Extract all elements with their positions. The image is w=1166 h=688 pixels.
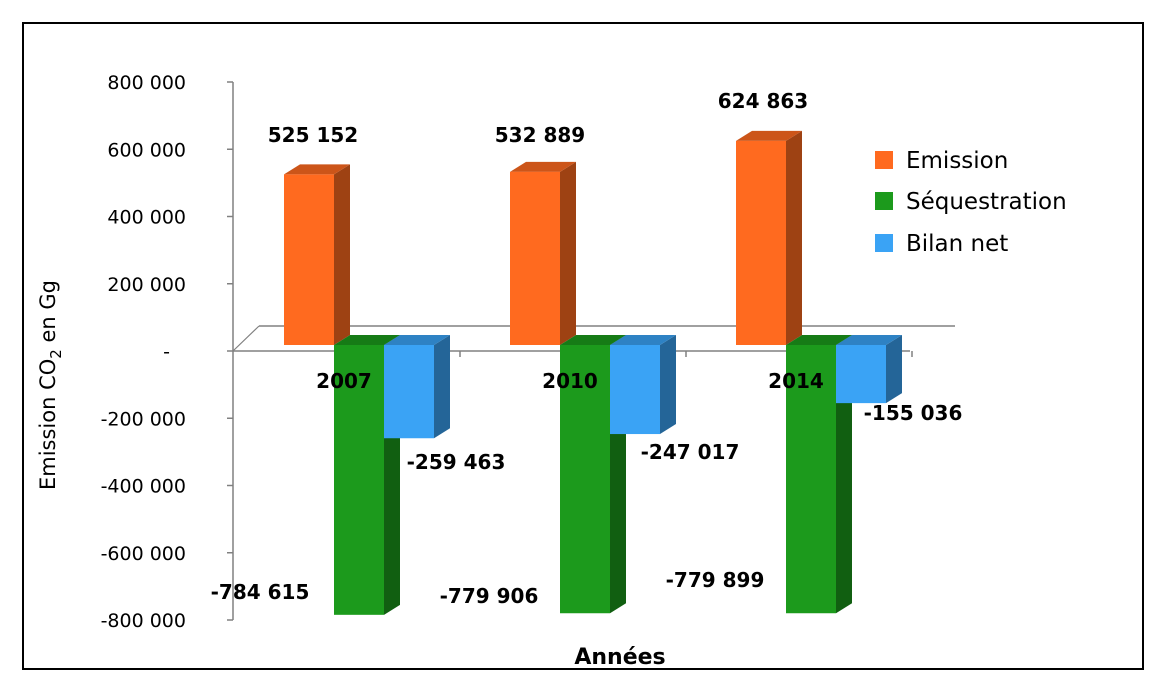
legend-swatch-bilan-net [875,234,893,252]
bar-emission-2007-side [334,164,350,345]
bar-bilan-net-2007-front [384,345,434,439]
bar-bilan-net-2014 [836,335,902,404]
y-tick-label: 200 000 [107,274,186,296]
legend-label-emission: Emission [906,148,1008,174]
bar-emission-2010-top [510,161,576,172]
y-axis-title-tail: en Gg [36,280,60,349]
x-category-label: 2014 [768,369,824,393]
y-axis-title-subscript: 2 [47,349,65,359]
data-label-emission-2010: 532 889 [495,123,585,147]
y-tick-label: -600 000 [101,543,186,565]
data-label-bilan-net-2014: -155 036 [864,401,963,425]
x-axis-title: Années [574,645,665,670]
bar-emission-2014 [736,130,802,345]
legend-label-sequestration: Séquestration [906,189,1067,215]
data-label-sequestration-2010: -779 906 [440,584,539,608]
bar-bilan-net-2010-side [660,335,676,435]
y-tick-label: 400 000 [107,207,186,229]
x-category-label: 2007 [316,369,372,393]
legend-swatch-sequestration [875,192,893,210]
x-axis-depth-line [232,325,260,352]
y-tick-label: -200 000 [101,408,186,430]
bar-emission-2007-front [284,174,334,345]
bar-bilan-net-2014-side [886,335,902,404]
bar-emission-2010-side [560,161,576,345]
bar-bilan-net-2007 [384,335,450,439]
bar-sequestration-2007-front [334,345,384,615]
legend-swatch-emission [875,151,893,169]
bar-bilan-net-2014-top [836,335,902,345]
bar-sequestration-2014 [786,335,852,614]
bar-bilan-net-2010-top [610,335,676,345]
data-labels: 2007 2010 2014 525 152 -784 615 -259 463 532 8… [211,89,963,608]
bar-bilan-net-2007-top [384,335,450,345]
bar-emission-2007-top [284,164,350,175]
bar-emission-2014-side [786,130,802,345]
bar-emission-2014-top [736,130,802,141]
y-tick-label: - [163,341,170,363]
bar-sequestration-2007-top [334,335,400,345]
bar-sequestration-2014-top [786,335,852,345]
bar-bilan-net-2014-front [836,345,886,404]
y-tick-label: 800 000 [107,72,186,94]
y-tick-label: -800 000 [101,610,186,632]
bar-emission-2010 [510,161,576,345]
bar-emission-2014-front [736,140,786,345]
data-label-sequestration-2007: -784 615 [211,580,310,604]
data-label-bilan-net-2010: -247 017 [641,440,740,464]
bar-emission-2007 [284,164,350,345]
y-tick-label: 600 000 [107,139,186,161]
bar-sequestration-2014-side [836,335,852,614]
y-axis-title-main: Emission CO [36,359,60,490]
bar-bilan-net-2010-front [610,345,660,435]
data-label-emission-2014: 624 863 [718,89,808,113]
data-label-emission-2007: 525 152 [268,123,358,147]
x-category-label: 2010 [542,369,598,393]
bar-emission-2010-front [510,171,560,345]
legend-label-bilan-net: Bilan net [906,231,1008,257]
bars [284,130,902,615]
data-label-bilan-net-2007: -259 463 [407,450,506,474]
bar-sequestration-2010-front [560,345,610,614]
y-axis-title: Emission CO2 en Gg [36,280,65,490]
legend: Emission Séquestration Bilan net [875,148,1067,257]
bar-bilan-net-2010 [610,335,676,435]
bar-bilan-net-2007-side [434,335,450,439]
data-label-sequestration-2014: -779 899 [666,568,765,592]
y-tick-label: -400 000 [101,476,186,498]
bar-sequestration-2014-front [786,345,836,614]
bar-sequestration-2010-top [560,335,626,345]
